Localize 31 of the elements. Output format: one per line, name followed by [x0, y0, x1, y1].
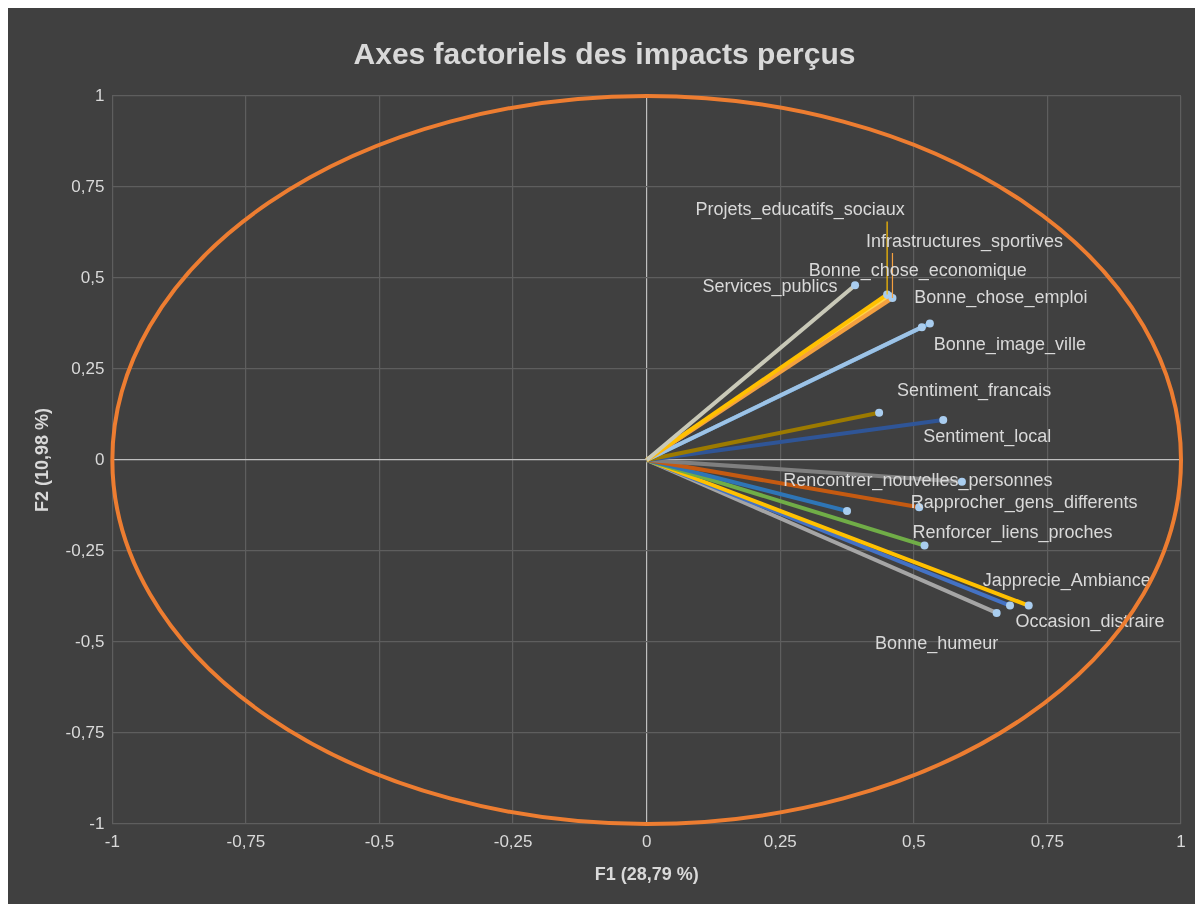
series-label: Renforcer_liens_proches	[912, 521, 1113, 543]
y-tick-label: -1	[89, 813, 105, 833]
chart-title: Axes factoriels des impacts perçus	[353, 37, 856, 71]
series-label: Rapprocher_gens_differents	[910, 492, 1138, 514]
y-tick-label: -0,5	[75, 631, 105, 651]
series-label: Services_publics	[702, 276, 838, 298]
y-tick-label: 0,5	[80, 267, 105, 287]
x-tick-label: -0,25	[493, 831, 533, 851]
y-tick-label: 0	[94, 449, 105, 469]
series-label: Japprecie_Ambiance	[982, 569, 1151, 591]
series-label: Sentiment_local	[923, 425, 1052, 447]
y-axis-title: F2 (10,98 %)	[31, 407, 52, 513]
series-label: Bonne_humeur	[875, 632, 999, 654]
series-label: Sentiment_francais	[897, 379, 1052, 401]
text: Projets_educatifs_sociaux	[695, 199, 905, 221]
series-label: Rencontrer_nouvelles_personnes	[783, 469, 1053, 491]
x-axis-title: F1 (28,79 %)	[594, 864, 699, 885]
x-tick-label: 0,5	[902, 831, 926, 851]
x-tick-label: 0,25	[763, 831, 797, 851]
y-tick-label: -0,75	[65, 722, 105, 742]
y-tick-label: 0,75	[71, 176, 105, 196]
y-tick-label: 1	[94, 85, 105, 105]
y-tick-label: -0,25	[65, 540, 105, 560]
series-label: Bonne_image_ville	[933, 334, 1086, 356]
x-tick-label: 1	[1176, 831, 1186, 851]
series-label: Bonne_chose_emploi	[914, 287, 1088, 309]
x-tick-label: -0,75	[226, 831, 266, 851]
x-tick-label: 0,75	[1030, 831, 1064, 851]
y-tick-label: 0,25	[71, 358, 105, 378]
x-tick-label: 0	[641, 831, 652, 851]
x-tick-label: -0,5	[364, 831, 395, 851]
